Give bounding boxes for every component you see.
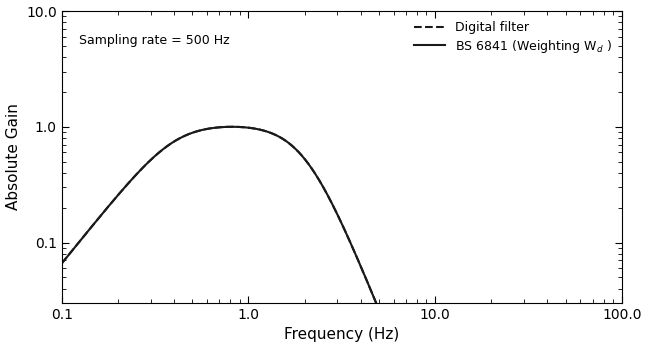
Digital filter xyxy=(122,184,129,189)
BS 6841 (Weighting W$_d$ ) xyxy=(58,261,65,266)
BS 6841 (Weighting W$_d$ ) xyxy=(273,133,281,137)
Digital filter xyxy=(155,151,162,155)
Line: Digital filter: Digital filter xyxy=(61,127,622,348)
Y-axis label: Absolute Gain: Absolute Gain xyxy=(6,104,21,211)
Digital filter xyxy=(228,125,236,129)
BS 6841 (Weighting W$_d$ ) xyxy=(155,151,162,155)
Digital filter xyxy=(297,152,305,157)
BS 6841 (Weighting W$_d$ ) xyxy=(297,152,305,157)
BS 6841 (Weighting W$_d$ ) xyxy=(228,125,236,129)
X-axis label: Frequency (Hz): Frequency (Hz) xyxy=(284,327,399,342)
Digital filter xyxy=(58,261,65,266)
Digital filter xyxy=(273,133,281,137)
Legend: Digital filter, BS 6841 (Weighting W$_d$ ): Digital filter, BS 6841 (Weighting W$_d$… xyxy=(408,16,617,60)
Line: BS 6841 (Weighting W$_d$ ): BS 6841 (Weighting W$_d$ ) xyxy=(61,127,622,348)
BS 6841 (Weighting W$_d$ ) xyxy=(122,184,129,189)
Text: Sampling rate = 500 Hz: Sampling rate = 500 Hz xyxy=(78,34,229,47)
